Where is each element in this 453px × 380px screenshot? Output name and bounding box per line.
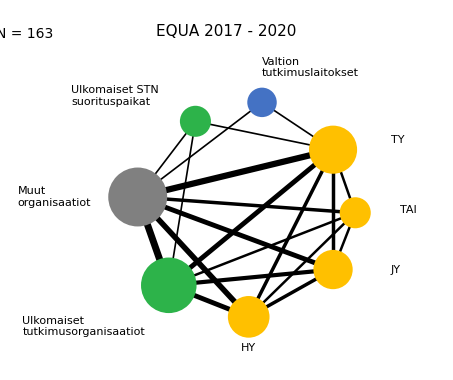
Text: Muut
organisaatiot: Muut organisaatiot bbox=[18, 186, 92, 208]
Text: Valtion
tutkimuslaitokset: Valtion tutkimuslaitokset bbox=[262, 57, 359, 79]
Text: TAI: TAI bbox=[400, 204, 416, 215]
Point bbox=[165, 282, 173, 288]
Text: JY: JY bbox=[391, 264, 401, 274]
Text: Ulkomaiset STN
suorituspaikat: Ulkomaiset STN suorituspaikat bbox=[71, 85, 159, 107]
Text: EQUA 2017 - 2020: EQUA 2017 - 2020 bbox=[156, 24, 297, 39]
Point bbox=[258, 99, 265, 105]
Point bbox=[352, 210, 359, 216]
Point bbox=[329, 266, 337, 272]
Point bbox=[134, 194, 141, 200]
Text: Ulkomaiset
tutkimusorganisaatiot: Ulkomaiset tutkimusorganisaatiot bbox=[22, 315, 145, 337]
Point bbox=[192, 118, 199, 124]
Text: TY: TY bbox=[391, 135, 404, 145]
Text: N = 163: N = 163 bbox=[0, 27, 53, 41]
Text: HY: HY bbox=[241, 344, 256, 353]
Point bbox=[245, 314, 252, 320]
Point bbox=[329, 147, 337, 153]
